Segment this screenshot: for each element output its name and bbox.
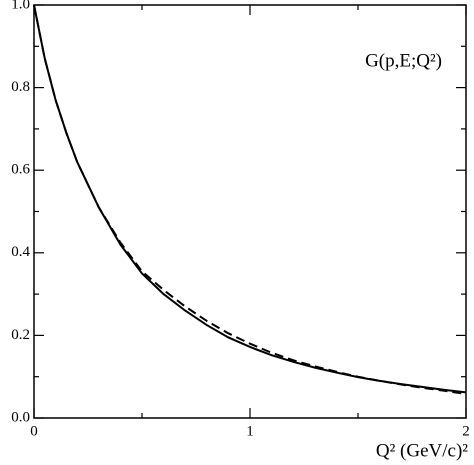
y-tick-label: 0.6	[11, 162, 30, 178]
y-tick-label: 1.0	[11, 0, 30, 12]
x-tick-label: 1	[246, 423, 254, 439]
y-tick-label: 0.2	[11, 327, 30, 343]
y-tick-label: 0.8	[11, 79, 30, 95]
x-tick-label: 0	[30, 423, 38, 439]
x-tick-label: 2	[462, 423, 470, 439]
y-tick-label: 0.4	[11, 244, 30, 260]
series-line	[33, 4, 467, 396]
y-tick-label: 0.0	[11, 409, 30, 425]
annotation: G(p,E;Q²)	[365, 50, 442, 71]
x-axis-label: Q² (GeV/c)²	[376, 440, 468, 461]
